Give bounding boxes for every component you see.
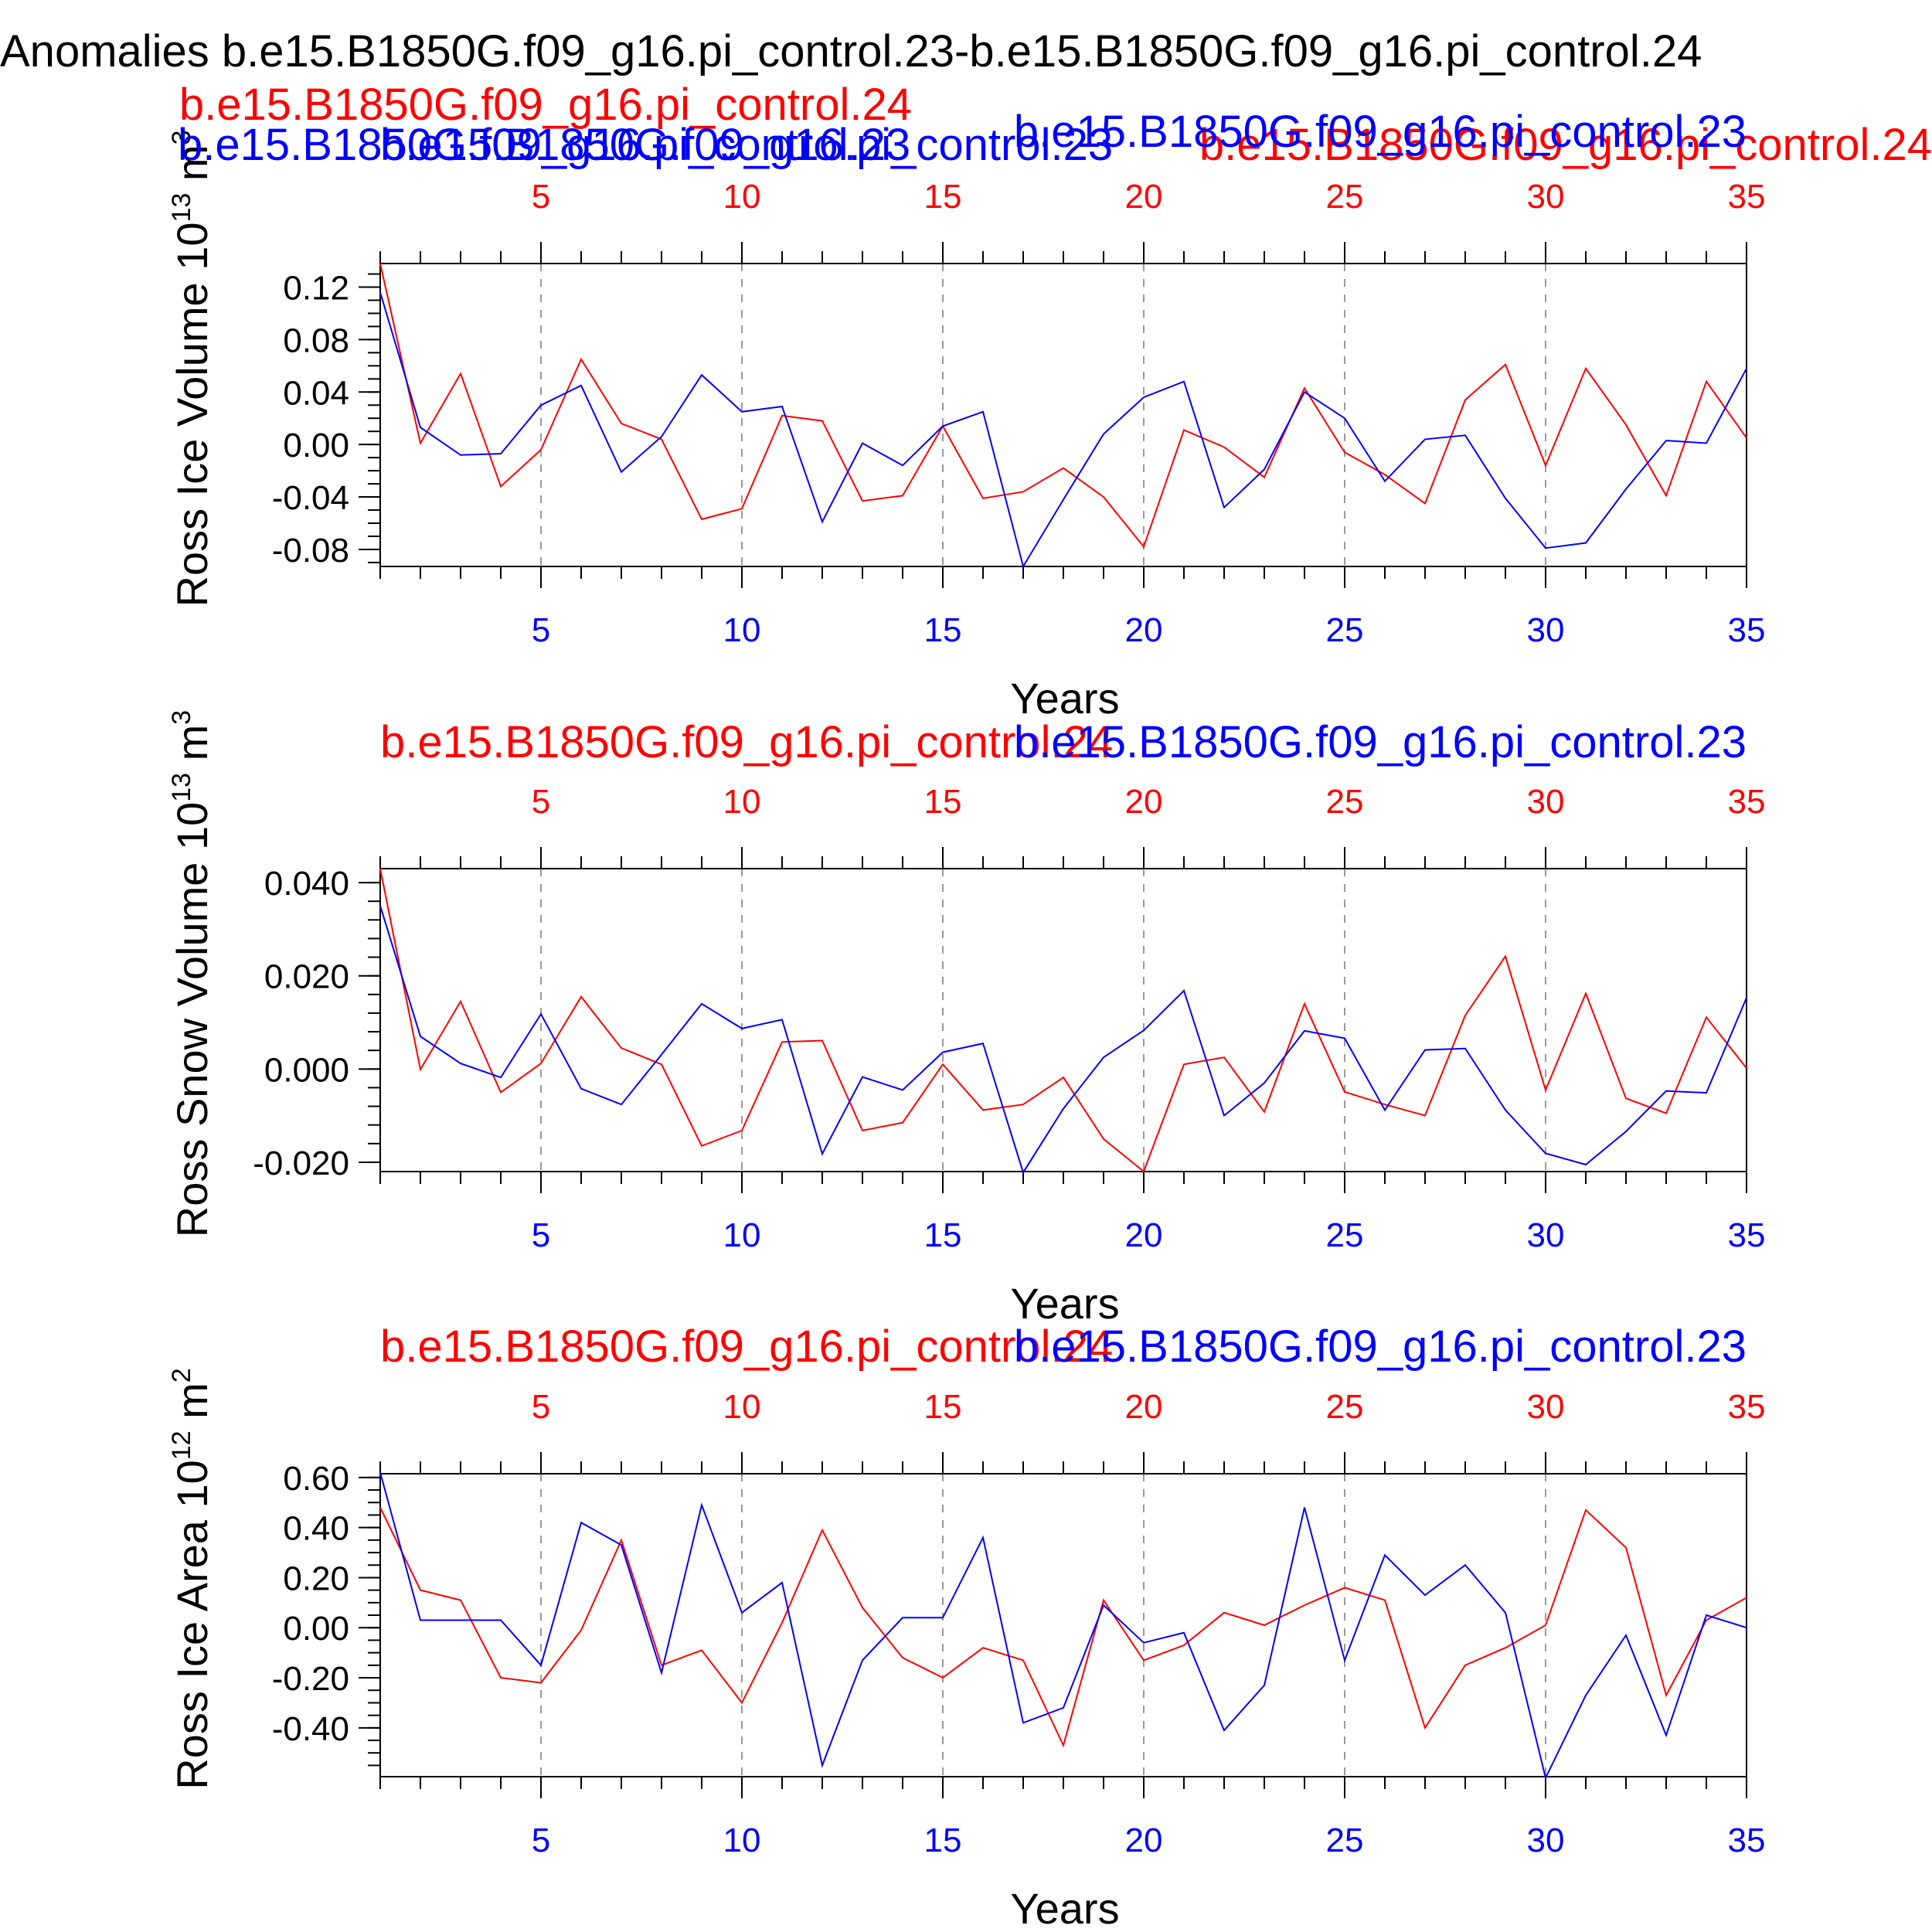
y-tick-label: 0.60 (283, 1460, 349, 1498)
x-tick-label-top: 25 (1326, 1388, 1364, 1426)
y-tick-label: 0.000 (264, 1051, 349, 1089)
x-tick-label-bottom: 15 (924, 611, 962, 649)
series-name: b.e15.B1850G.f09_g16.pi_control.23 (380, 120, 1113, 170)
x-tick-label-top: 25 (1326, 783, 1364, 821)
x-tick-label-top: 15 (924, 178, 962, 216)
series-line (379, 263, 1747, 549)
x-tick-label-top: 30 (1527, 1388, 1565, 1426)
x-tick-label-bottom: 10 (723, 1821, 761, 1859)
x-tick-label-bottom: 30 (1527, 1821, 1565, 1859)
x-axis-title: Years (1010, 674, 1119, 723)
x-tick-label-top: 20 (1125, 1388, 1163, 1426)
x-tick-label-bottom: 5 (532, 611, 550, 649)
x-tick-label-bottom: 5 (532, 1821, 550, 1859)
series-line (379, 1472, 1747, 1781)
plot-frame (379, 1473, 1747, 1777)
y-tick-label: 0.00 (283, 427, 349, 464)
x-tick-label-top: 10 (723, 1388, 761, 1426)
chart-panel-2: -0.020 0.000 0.020 0.040 5 5 10 10 15 15 20 20 25 25 3… (167, 710, 1765, 1328)
series-name: b.e15.B1850G.f09_g16.pi_control.23 (1014, 1321, 1747, 1372)
y-tick-label: 0.40 (283, 1510, 349, 1548)
y-tick-label: 0.12 (283, 270, 349, 308)
series-name: b.e15.B1850G.f09_g16.pi_control.24 (380, 717, 1113, 767)
x-tick-label-top: 5 (532, 1388, 550, 1426)
series-line (379, 868, 1747, 1173)
y-axis-title: Ross Ice Volume 1013 m3 (167, 130, 216, 607)
x-tick-label-top: 35 (1728, 178, 1766, 216)
series-name: b.e15.B1850G.f09_g16.pi_control.24 (1199, 120, 1932, 170)
x-tick-label-bottom: 35 (1728, 1821, 1766, 1859)
page-title: Anomalies b.e15.B1850G.f09_g16.pi_contro… (0, 26, 1702, 77)
y-axis-title: Ross Ice Area 1012 m2 (167, 1368, 216, 1789)
x-tick-label-bottom: 35 (1728, 1216, 1766, 1254)
series-line (379, 1507, 1747, 1748)
chart-panel-3: -0.40 -0.20 0.00 0.20 0.40 0.60 5 5 10 10 15 15 20 20… (167, 1321, 1765, 1932)
y-tick-label: -0.40 (272, 1710, 349, 1748)
x-axis-title: Years (1010, 1279, 1119, 1328)
y-tick-label: -0.020 (253, 1145, 349, 1182)
plot-frame (379, 263, 1747, 567)
x-tick-label-top: 5 (532, 783, 550, 821)
plot-frame (379, 868, 1747, 1172)
y-tick-label: 0.20 (283, 1560, 349, 1597)
chart-panel-1: -0.08 -0.04 0.00 0.04 0.08 0.12 5 5 10 10 15 15 20 20… (167, 80, 1765, 723)
x-tick-label-top: 10 (723, 178, 761, 216)
x-tick-label-bottom: 5 (532, 1216, 550, 1254)
series-line (379, 292, 1747, 569)
x-tick-label-top: 20 (1125, 783, 1163, 821)
x-tick-label-top: 15 (924, 783, 962, 821)
series-name: b.e15.B1850G.f09_g16.pi_control.24 (380, 1321, 1113, 1372)
x-tick-label-top: 35 (1728, 1388, 1766, 1426)
series-name: b.e15.B1850G.f09_g16.pi_control.23 (1014, 717, 1747, 767)
y-tick-label: 0.04 (283, 374, 349, 412)
series-line (379, 905, 1747, 1175)
series-name: b.e15.B1850G.f09_g16.pi_control.23 (178, 120, 910, 170)
x-tick-label-bottom: 20 (1125, 1821, 1163, 1859)
y-axis-title: Ross Snow Volume 1013 m3 (167, 710, 216, 1237)
x-tick-label-bottom: 15 (924, 1216, 962, 1254)
x-tick-label-bottom: 30 (1527, 611, 1565, 649)
x-tick-label-bottom: 25 (1326, 1821, 1364, 1859)
x-tick-label-top: 30 (1527, 783, 1565, 821)
x-tick-label-bottom: 30 (1527, 1216, 1565, 1254)
y-tick-label: -0.20 (272, 1660, 349, 1698)
x-axis-title: Years (1010, 1884, 1119, 1932)
x-tick-label-bottom: 25 (1326, 611, 1364, 649)
series-name: b.e15.B1850G.f09_g16.pi_control.23 (1014, 107, 1747, 157)
x-tick-label-top: 15 (924, 1388, 962, 1426)
x-tick-label-top: 5 (532, 178, 550, 216)
x-tick-label-bottom: 20 (1125, 1216, 1163, 1254)
x-tick-label-bottom: 10 (723, 611, 761, 649)
y-tick-label: 0.00 (283, 1610, 349, 1648)
x-tick-label-top: 30 (1527, 178, 1565, 216)
x-tick-label-bottom: 15 (924, 1821, 962, 1859)
x-tick-label-top: 35 (1728, 783, 1766, 821)
y-tick-label: 0.040 (264, 865, 349, 903)
x-tick-label-bottom: 10 (723, 1216, 761, 1254)
x-tick-label-bottom: 25 (1326, 1216, 1364, 1254)
x-tick-label-top: 20 (1125, 178, 1163, 216)
y-tick-label: 0.020 (264, 958, 349, 996)
series-name: b.e15.B1850G.f09_g16.pi_control.24 (179, 80, 912, 130)
x-tick-label-top: 10 (723, 783, 761, 821)
x-tick-label-top: 25 (1326, 178, 1364, 216)
y-tick-label: 0.08 (283, 321, 349, 359)
y-tick-label: -0.08 (272, 532, 349, 570)
x-tick-label-bottom: 35 (1728, 611, 1766, 649)
y-tick-label: -0.04 (272, 479, 349, 517)
x-tick-label-bottom: 20 (1125, 611, 1163, 649)
